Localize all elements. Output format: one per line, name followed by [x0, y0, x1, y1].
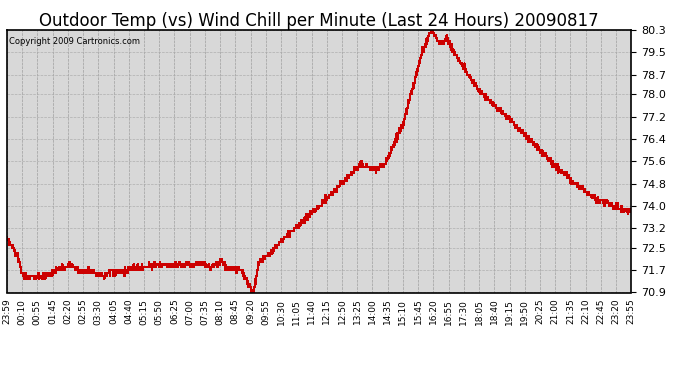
Title: Outdoor Temp (vs) Wind Chill per Minute (Last 24 Hours) 20090817: Outdoor Temp (vs) Wind Chill per Minute …: [39, 12, 599, 30]
Text: Copyright 2009 Cartronics.com: Copyright 2009 Cartronics.com: [9, 37, 140, 46]
